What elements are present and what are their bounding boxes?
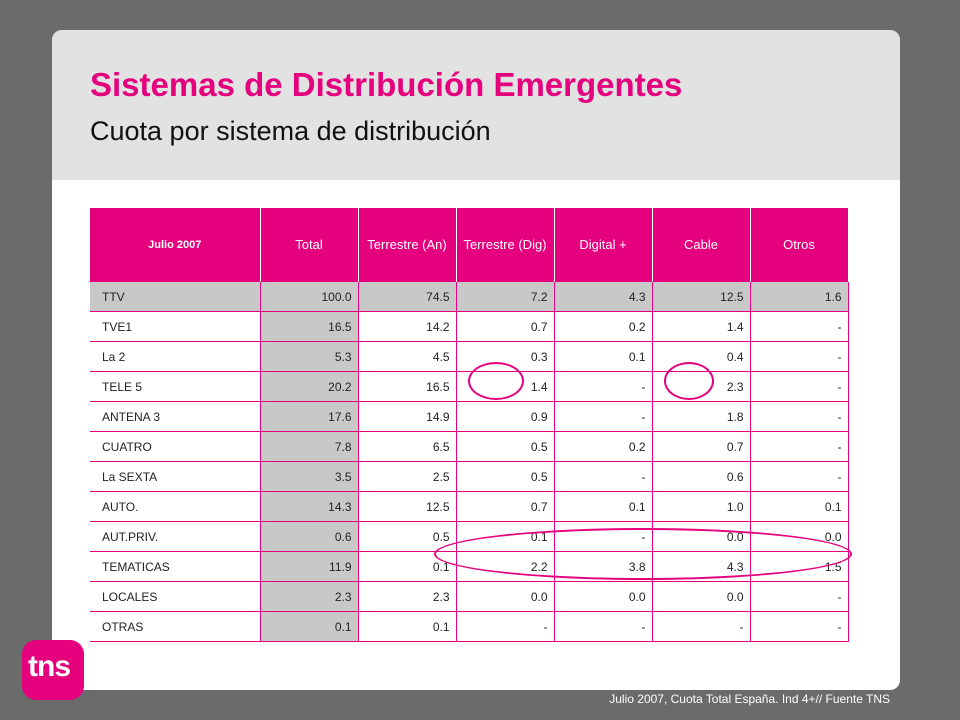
row-label: TTV (90, 282, 261, 312)
table-cell: 0.5 (358, 521, 457, 552)
row-label: LOCALES (90, 581, 261, 612)
table-cell: 12.5 (652, 282, 751, 312)
slide-card: Sistemas de Distribución Emergentes Cuot… (52, 30, 900, 690)
tns-logo: tns (22, 640, 84, 700)
column-header-digital-plus: Digital + (554, 208, 653, 282)
table-cell: - (554, 611, 653, 642)
table-cell: 0.5 (456, 461, 555, 492)
table-cell: 7.8 (260, 431, 359, 462)
row-label: OTRAS (90, 611, 261, 642)
table-cell: 0.6 (652, 461, 751, 492)
row-label: TELE 5 (90, 371, 261, 402)
table-cell: 2.3 (260, 581, 359, 612)
table-cell: 14.2 (358, 311, 457, 342)
table-cell: 0.0 (554, 581, 653, 612)
table-cell: 0.7 (652, 431, 751, 462)
table-cell: 0.2 (554, 431, 653, 462)
table-cell: - (456, 611, 555, 642)
table-cell: 0.1 (554, 341, 653, 372)
table-cell: - (750, 581, 849, 612)
table-cell: 0.1 (260, 611, 359, 642)
table-cell: - (750, 401, 849, 432)
trademark-mark: ™ (84, 640, 90, 646)
table-cell: 16.5 (358, 371, 457, 402)
table-cell: 12.5 (358, 491, 457, 522)
slide-header (52, 30, 900, 180)
row-label: La 2 (90, 341, 261, 372)
table-cell: 0.1 (358, 611, 457, 642)
row-label: ANTENA 3 (90, 401, 261, 432)
table-cell: 5.3 (260, 341, 359, 372)
slide-subtitle: Cuota por sistema de distribución (90, 116, 491, 146)
table-cell: 0.7 (456, 311, 555, 342)
table-cell: 1.4 (652, 311, 751, 342)
table-cell: 74.5 (358, 282, 457, 312)
logo-text: tns (28, 650, 71, 683)
column-header-terrestre-an: Terrestre (An) (358, 208, 457, 282)
footer-source: Julio 2007, Cuota Total España. Ind 4+//… (609, 692, 890, 706)
table-row: OTRAS 0.1 0.1- - - - (90, 611, 849, 642)
table-row: CUATRO 7.8 6.5 0.5 0.2 0.7- (90, 431, 849, 462)
row-label: AUTO. (90, 491, 261, 522)
table-row: La SEXTA 3.5 2.5 0.5-0.6- (90, 461, 849, 492)
table-row: La 2 5.3 4.5 0.3 0.1 0.4- (90, 341, 849, 372)
table-cell: 0.9 (456, 401, 555, 432)
highlight-circle-tele5-dig (468, 362, 524, 400)
table-cell: 4.5 (358, 341, 457, 372)
table-cell: 7.2 (456, 282, 555, 312)
table-cell: 1.8 (652, 401, 751, 432)
column-header-cable: Cable (652, 208, 751, 282)
table-cell: - (652, 611, 751, 642)
table-cell: 6.5 (358, 431, 457, 462)
row-label: CUATRO (90, 431, 261, 462)
table-row: LOCALES 2.3 2.3 0.0 0.0 0.0- (90, 581, 849, 612)
table-cell: 1.0 (652, 491, 751, 522)
table-cell: 0.0 (456, 581, 555, 612)
table-row: TVE1 16.5 14.2 0.7 0.2 1.4- (90, 311, 849, 342)
slide-title: Sistemas de Distribución Emergentes (90, 66, 683, 103)
table-cell: - (750, 611, 849, 642)
table-cell: 2.3 (358, 581, 457, 612)
table-cell: - (750, 461, 849, 492)
table-cell: - (750, 311, 849, 342)
table-cell: 3.5 (260, 461, 359, 492)
column-header-otros: Otros (750, 208, 849, 282)
row-label: TVE1 (90, 311, 261, 342)
table-header-row: Julio 2007 Total Terrestre (An) Terrestr… (90, 208, 849, 282)
table-cell: 17.6 (260, 401, 359, 432)
table-cell: 14.9 (358, 401, 457, 432)
table-cell: - (750, 371, 849, 402)
highlight-circle-tele5-cable (664, 362, 714, 400)
table-cell: 0.1 (554, 491, 653, 522)
table-cell: 16.5 (260, 311, 359, 342)
column-header-total: Total (260, 208, 359, 282)
row-label: TEMATICAS (90, 551, 261, 582)
table-cell: 0.7 (456, 491, 555, 522)
table-cell: - (554, 371, 653, 402)
table-cell: 20.2 (260, 371, 359, 402)
row-label: La SEXTA (90, 461, 261, 492)
table-cell: 0.2 (554, 311, 653, 342)
column-header-period: Julio 2007 (90, 208, 261, 282)
table-cell: 0.0 (652, 581, 751, 612)
table-cell: 11.9 (260, 551, 359, 582)
row-label: AUT.PRIV. (90, 521, 261, 552)
table-cell: 100.0 (260, 282, 359, 312)
table-cell: 0.6 (260, 521, 359, 552)
table-row: AUTO. 14.3 12.5 0.7 0.1 1.0 0.1 (90, 491, 849, 522)
table-cell: - (750, 341, 849, 372)
table-row: TTV 100.0 74.5 7.2 4.3 12.5 1.6 (90, 282, 849, 312)
table-cell: 1.6 (750, 282, 849, 312)
table-row: ANTENA 3 17.6 14.9 0.9-1.8- (90, 401, 849, 432)
table-cell: - (554, 401, 653, 432)
table-cell: - (750, 431, 849, 462)
table-cell: 0.1 (750, 491, 849, 522)
highlight-ellipse-tematicas (434, 528, 852, 580)
table-cell: 4.3 (554, 282, 653, 312)
table-cell: 14.3 (260, 491, 359, 522)
table-cell: 2.5 (358, 461, 457, 492)
table-cell: - (554, 461, 653, 492)
column-header-terrestre-dig: Terrestre (Dig) (456, 208, 555, 282)
table-cell: 0.5 (456, 431, 555, 462)
